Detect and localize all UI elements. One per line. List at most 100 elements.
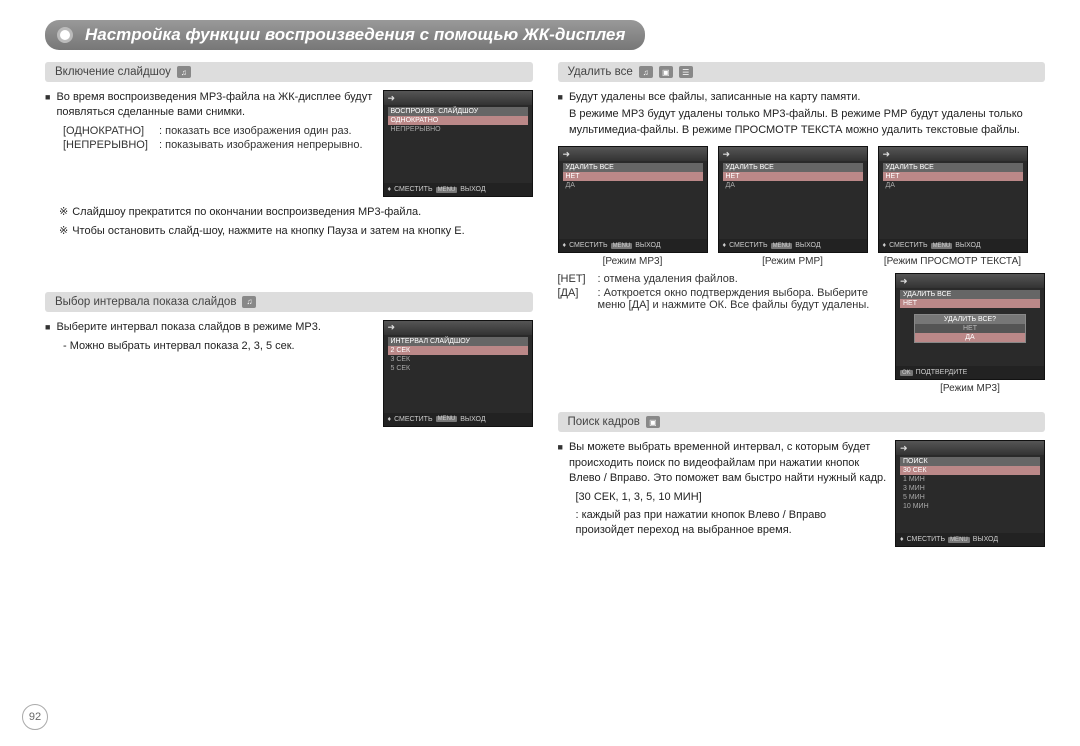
para: Будут удалены все файлы, записанные на к… (569, 90, 1045, 105)
video-icon: ▣ (659, 66, 673, 78)
updown-icon: ♦ (900, 536, 904, 543)
bullet-icon: ■ (558, 440, 563, 488)
page-number: 92 (22, 704, 48, 730)
para: Вы можете выбрать временной интервал, с … (569, 440, 887, 486)
screen-topbar: ➜ (384, 321, 532, 335)
arrow-icon: ➜ (900, 443, 908, 454)
headphone-icon: ♫ (639, 66, 653, 78)
menu-title: УДАЛИТЬ ВСЕ (883, 163, 1023, 172)
opt-text: : показывать изображения непрерывно. (159, 139, 363, 151)
menu-row: НЕПРЕРЫВНО (388, 125, 528, 134)
screen-topbar: ➜ (719, 147, 867, 161)
menu-title: ИНТЕРВАЛ СЛАЙДШОУ (388, 337, 528, 346)
screen-footer: ♦ СМЕСТИТЬ MENU ВЫХОД (719, 239, 867, 252)
menu-row: 3 МИН (900, 484, 1040, 493)
screen-topbar: ➜ (879, 147, 1027, 161)
opt-label: [НЕПРЕРЫВНО] (63, 139, 159, 151)
text-icon: ☰ (679, 66, 693, 78)
arrow-icon: ➜ (388, 322, 396, 333)
footer-menu-tag: MENU (436, 416, 458, 422)
section-slideshow-start: Включение слайдшоу ♫ (45, 62, 533, 82)
footer-exit: ВЫХОД (460, 186, 485, 193)
footer-confirm: ПОДТВЕРДИТЕ (916, 369, 968, 376)
screen-caption: [Режим MP3] (603, 256, 663, 267)
video-icon: ▣ (646, 416, 660, 428)
opt-label: [НЕТ] (558, 273, 598, 285)
screen-slideshow: ➜ ВОСПРОИЗВ. СЛАЙДШОУ ОДНОКРАТНО НЕПРЕРЫ… (383, 90, 533, 197)
screen-interval: ➜ ИНТЕРВАЛ СЛАЙДШОУ 2 СЕК 3 СЕК 5 СЕК ♦ … (383, 320, 533, 427)
section-slideshow-interval: Выбор интервала показа слайдов ♫ (45, 292, 533, 312)
menu-row: НЕТ (883, 172, 1023, 181)
opt-label: [ДА] (558, 287, 598, 311)
menu-row: ДА (883, 181, 1023, 190)
menu-row: ДА (563, 181, 703, 190)
heading-text: Включение слайдшоу (55, 66, 171, 78)
menu-title: ПОИСК (900, 457, 1040, 466)
menu-row: ОДНОКРАТНО (388, 116, 528, 125)
note-text: Слайдшоу прекратится по окончании воспро… (72, 205, 421, 220)
menu-row: НЕТ (563, 172, 703, 181)
footer-menu-tag: MENU (948, 537, 970, 543)
screen-footer: ♦ СМЕСТИТЬ MENU ВЫХОД (879, 239, 1027, 252)
screen-footer: ♦ СМЕСТИТЬ MENU ВЫХОД (896, 533, 1044, 546)
screen-footer: ♦ СМЕСТИТЬ MENU ВЫХОД (559, 239, 707, 252)
menu-row: НЕТ (723, 172, 863, 181)
menu-row: 1 МИН (900, 475, 1040, 484)
menu-title: ВОСПРОИЗВ. СЛАЙДШОУ (388, 107, 528, 116)
heading-text: Удалить все (568, 66, 633, 78)
menu-title: УДАЛИТЬ ВСЕ (563, 163, 703, 172)
screen-caption: [Режим MP3] (940, 383, 1000, 394)
dialog-opt: НЕТ (915, 324, 1025, 333)
section-delete-all: Удалить все ♫ ▣ ☰ (558, 62, 1046, 82)
menu-row: 2 СЕК (388, 346, 528, 355)
arrow-icon: ➜ (900, 276, 908, 287)
page-title: Настройка функции воспроизведения с помо… (45, 20, 645, 50)
menu-row: 3 СЕК (388, 355, 528, 364)
screen-topbar: ➜ (896, 274, 1044, 288)
screen-search: ➜ ПОИСК 30 СЕК 1 МИН 3 МИН 5 МИН 10 МИН … (895, 440, 1045, 547)
section-frame-search: Поиск кадров ▣ (558, 412, 1046, 432)
screen-delete: ➜ УДАЛИТЬ ВСЕ НЕТ ДА ♦ СМЕСТИТЬ MENU ВЫХ… (558, 146, 708, 253)
menu-title: УДАЛИТЬ ВСЕ (900, 290, 1040, 299)
menu-row: НЕТ (900, 299, 1040, 308)
note-mark: ※ (59, 205, 68, 222)
screen-topbar: ➜ (896, 441, 1044, 455)
updown-icon: ♦ (388, 416, 392, 423)
menu-row: 30 СЕК (900, 466, 1040, 475)
footer-exit: ВЫХОД (973, 536, 998, 543)
screen-caption: [Режим PMP] (762, 256, 823, 267)
screen-caption: [Режим ПРОСМОТР ТЕКСТА] (884, 256, 1021, 267)
menu-row: ДА (723, 181, 863, 190)
para: В режиме MP3 будут удалены только MP3-фа… (569, 107, 1045, 138)
bullet-icon: ■ (45, 320, 50, 337)
footer-move: СМЕСТИТЬ (394, 416, 432, 423)
opt-label: [ОДНОКРАТНО] (63, 125, 159, 137)
screen-delete: ➜ УДАЛИТЬ ВСЕ НЕТ ДА ♦ СМЕСТИТЬ MENU ВЫХ… (718, 146, 868, 253)
screen-topbar: ➜ (559, 147, 707, 161)
screen-topbar: ➜ (384, 91, 532, 105)
bullet-icon: ■ (45, 90, 50, 123)
heading-text: Поиск кадров (568, 416, 640, 428)
heading-text: Выбор интервала показа слайдов (55, 296, 236, 308)
opt-text: : показать все изображения один раз. (159, 125, 352, 137)
footer-move: СМЕСТИТЬ (907, 536, 945, 543)
para: Выберите интервал показа слайдов в режим… (56, 320, 320, 335)
footer-ok-tag: OK (900, 370, 913, 376)
menu-row: 5 СЕК (388, 364, 528, 373)
menu-row: 5 МИН (900, 493, 1040, 502)
opt-text: : отмена удаления файлов. (598, 273, 738, 285)
opt-text: : Аоткроется окно подтверждения выбора. … (598, 287, 886, 311)
footer-menu-tag: MENU (436, 187, 458, 193)
screen-footer: OK ПОДТВЕРДИТЕ (896, 366, 1044, 379)
footer-exit: ВЫХОД (460, 416, 485, 423)
arrow-icon: ➜ (388, 93, 396, 104)
dialog-title: УДАЛИТЬ ВСЕ? (915, 315, 1025, 324)
menu-title: УДАЛИТЬ ВСЕ (723, 163, 863, 172)
headphone-icon: ♫ (177, 66, 191, 78)
note-text: Чтобы остановить слайд-шоу, нажмите на к… (72, 224, 464, 239)
screen-footer: ♦ СМЕСТИТЬ MENU ВЫХОД (384, 413, 532, 426)
confirm-dialog: УДАЛИТЬ ВСЕ? НЕТ ДА (914, 314, 1026, 343)
screen-confirm: ➜ УДАЛИТЬ ВСЕ НЕТ УДАЛИТЬ ВСЕ? НЕТ ДА (895, 273, 1045, 380)
dialog-opt: ДА (915, 333, 1025, 342)
headphone-icon: ♫ (242, 296, 256, 308)
